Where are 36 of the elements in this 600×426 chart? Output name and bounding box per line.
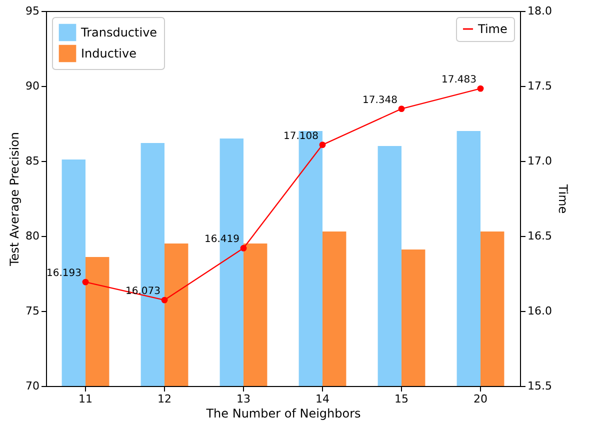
- y2-tick-label: 17.5: [528, 80, 552, 92]
- x-tick-label: 13: [236, 392, 250, 406]
- point: [319, 142, 326, 148]
- y-axis-title: Test Average Precision: [8, 132, 22, 268]
- y-tick-label: 70: [26, 380, 40, 392]
- y-tick-label: 90: [26, 80, 40, 92]
- y-tick-label: 85: [26, 154, 40, 168]
- x-tick-label: 12: [158, 392, 172, 406]
- point: [240, 244, 247, 252]
- data-label: 16.193: [46, 268, 82, 280]
- x-axis-title: The Number of Neighbors: [205, 406, 361, 420]
- x-tick-label: 15: [394, 392, 408, 406]
- data-label: 16.073: [126, 286, 160, 298]
- data-label: 17.108: [284, 130, 318, 142]
- x-tick-label: 20: [474, 392, 488, 406]
- legend-label: Time: [477, 22, 508, 36]
- y2-tick-label: 17.0: [528, 154, 552, 168]
- data-label: 16.419: [204, 234, 240, 246]
- y2-tick-label: 16.5: [528, 230, 552, 242]
- y2-tick-label: 16.0: [528, 304, 552, 318]
- data-label: 17.483: [442, 74, 476, 86]
- legend-label: Inductive: [81, 46, 136, 60]
- y2-axis-title: Time: [556, 183, 570, 214]
- x-tick-label: 14: [316, 392, 330, 406]
- point: [161, 296, 168, 304]
- y2-tick-label: 18.0: [528, 4, 552, 18]
- legend-label: Transductive: [80, 26, 158, 40]
- y-tick-label: 75: [26, 304, 40, 318]
- point: [398, 106, 405, 112]
- y-tick-label: 95: [26, 4, 40, 18]
- point: [477, 85, 484, 92]
- y-tick-label: 80: [26, 230, 40, 242]
- point: [82, 278, 89, 286]
- x-tick-label: 11: [78, 392, 92, 406]
- y2-tick-label: 15.5: [528, 380, 552, 392]
- data-label: 17.348: [362, 94, 398, 106]
